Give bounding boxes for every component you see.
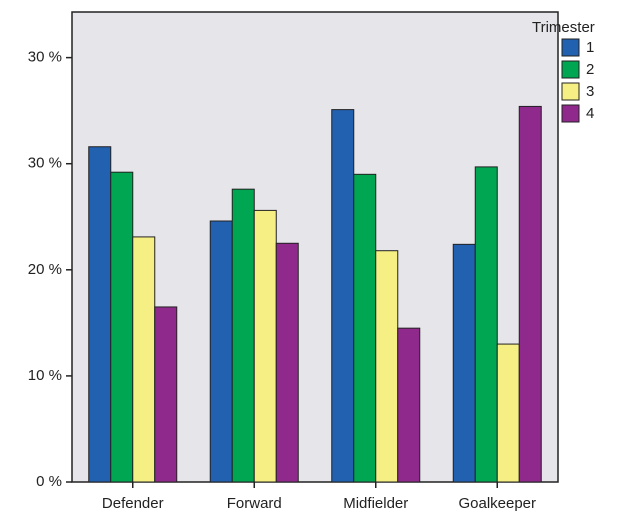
bar <box>474 166 498 483</box>
legend-swatch <box>561 82 580 101</box>
bar <box>132 236 156 483</box>
bar <box>375 250 399 483</box>
y-tick-label: 0 % <box>36 473 62 490</box>
bar <box>88 146 112 483</box>
legend-swatch <box>561 60 580 79</box>
x-tick-label: Forward <box>227 495 282 512</box>
bar <box>452 243 476 483</box>
bar <box>496 343 520 483</box>
bar <box>397 327 421 483</box>
legend-label: 4 <box>586 105 594 122</box>
bar <box>253 209 277 483</box>
legend-label: 1 <box>586 39 594 56</box>
x-tick-label: Defender <box>102 495 164 512</box>
x-tick-label: Goalkeeper <box>458 495 536 512</box>
legend-label: 3 <box>586 83 594 100</box>
legend-title: Trimester <box>532 19 595 36</box>
legend-swatch <box>561 104 580 123</box>
legend-label: 2 <box>586 61 594 78</box>
legend-swatch <box>561 38 580 57</box>
bar <box>231 188 255 483</box>
y-tick-label: 30 % <box>28 155 62 172</box>
x-tick-label: Midfielder <box>343 495 408 512</box>
y-tick-label: 30 % <box>28 49 62 66</box>
bar <box>353 173 377 483</box>
bar <box>110 171 134 483</box>
y-tick-label: 20 % <box>28 261 62 278</box>
bar <box>518 105 542 483</box>
bar <box>154 306 178 483</box>
bar <box>331 109 355 483</box>
y-tick-label: 10 % <box>28 367 62 384</box>
bar <box>209 220 233 483</box>
bar <box>275 242 299 483</box>
